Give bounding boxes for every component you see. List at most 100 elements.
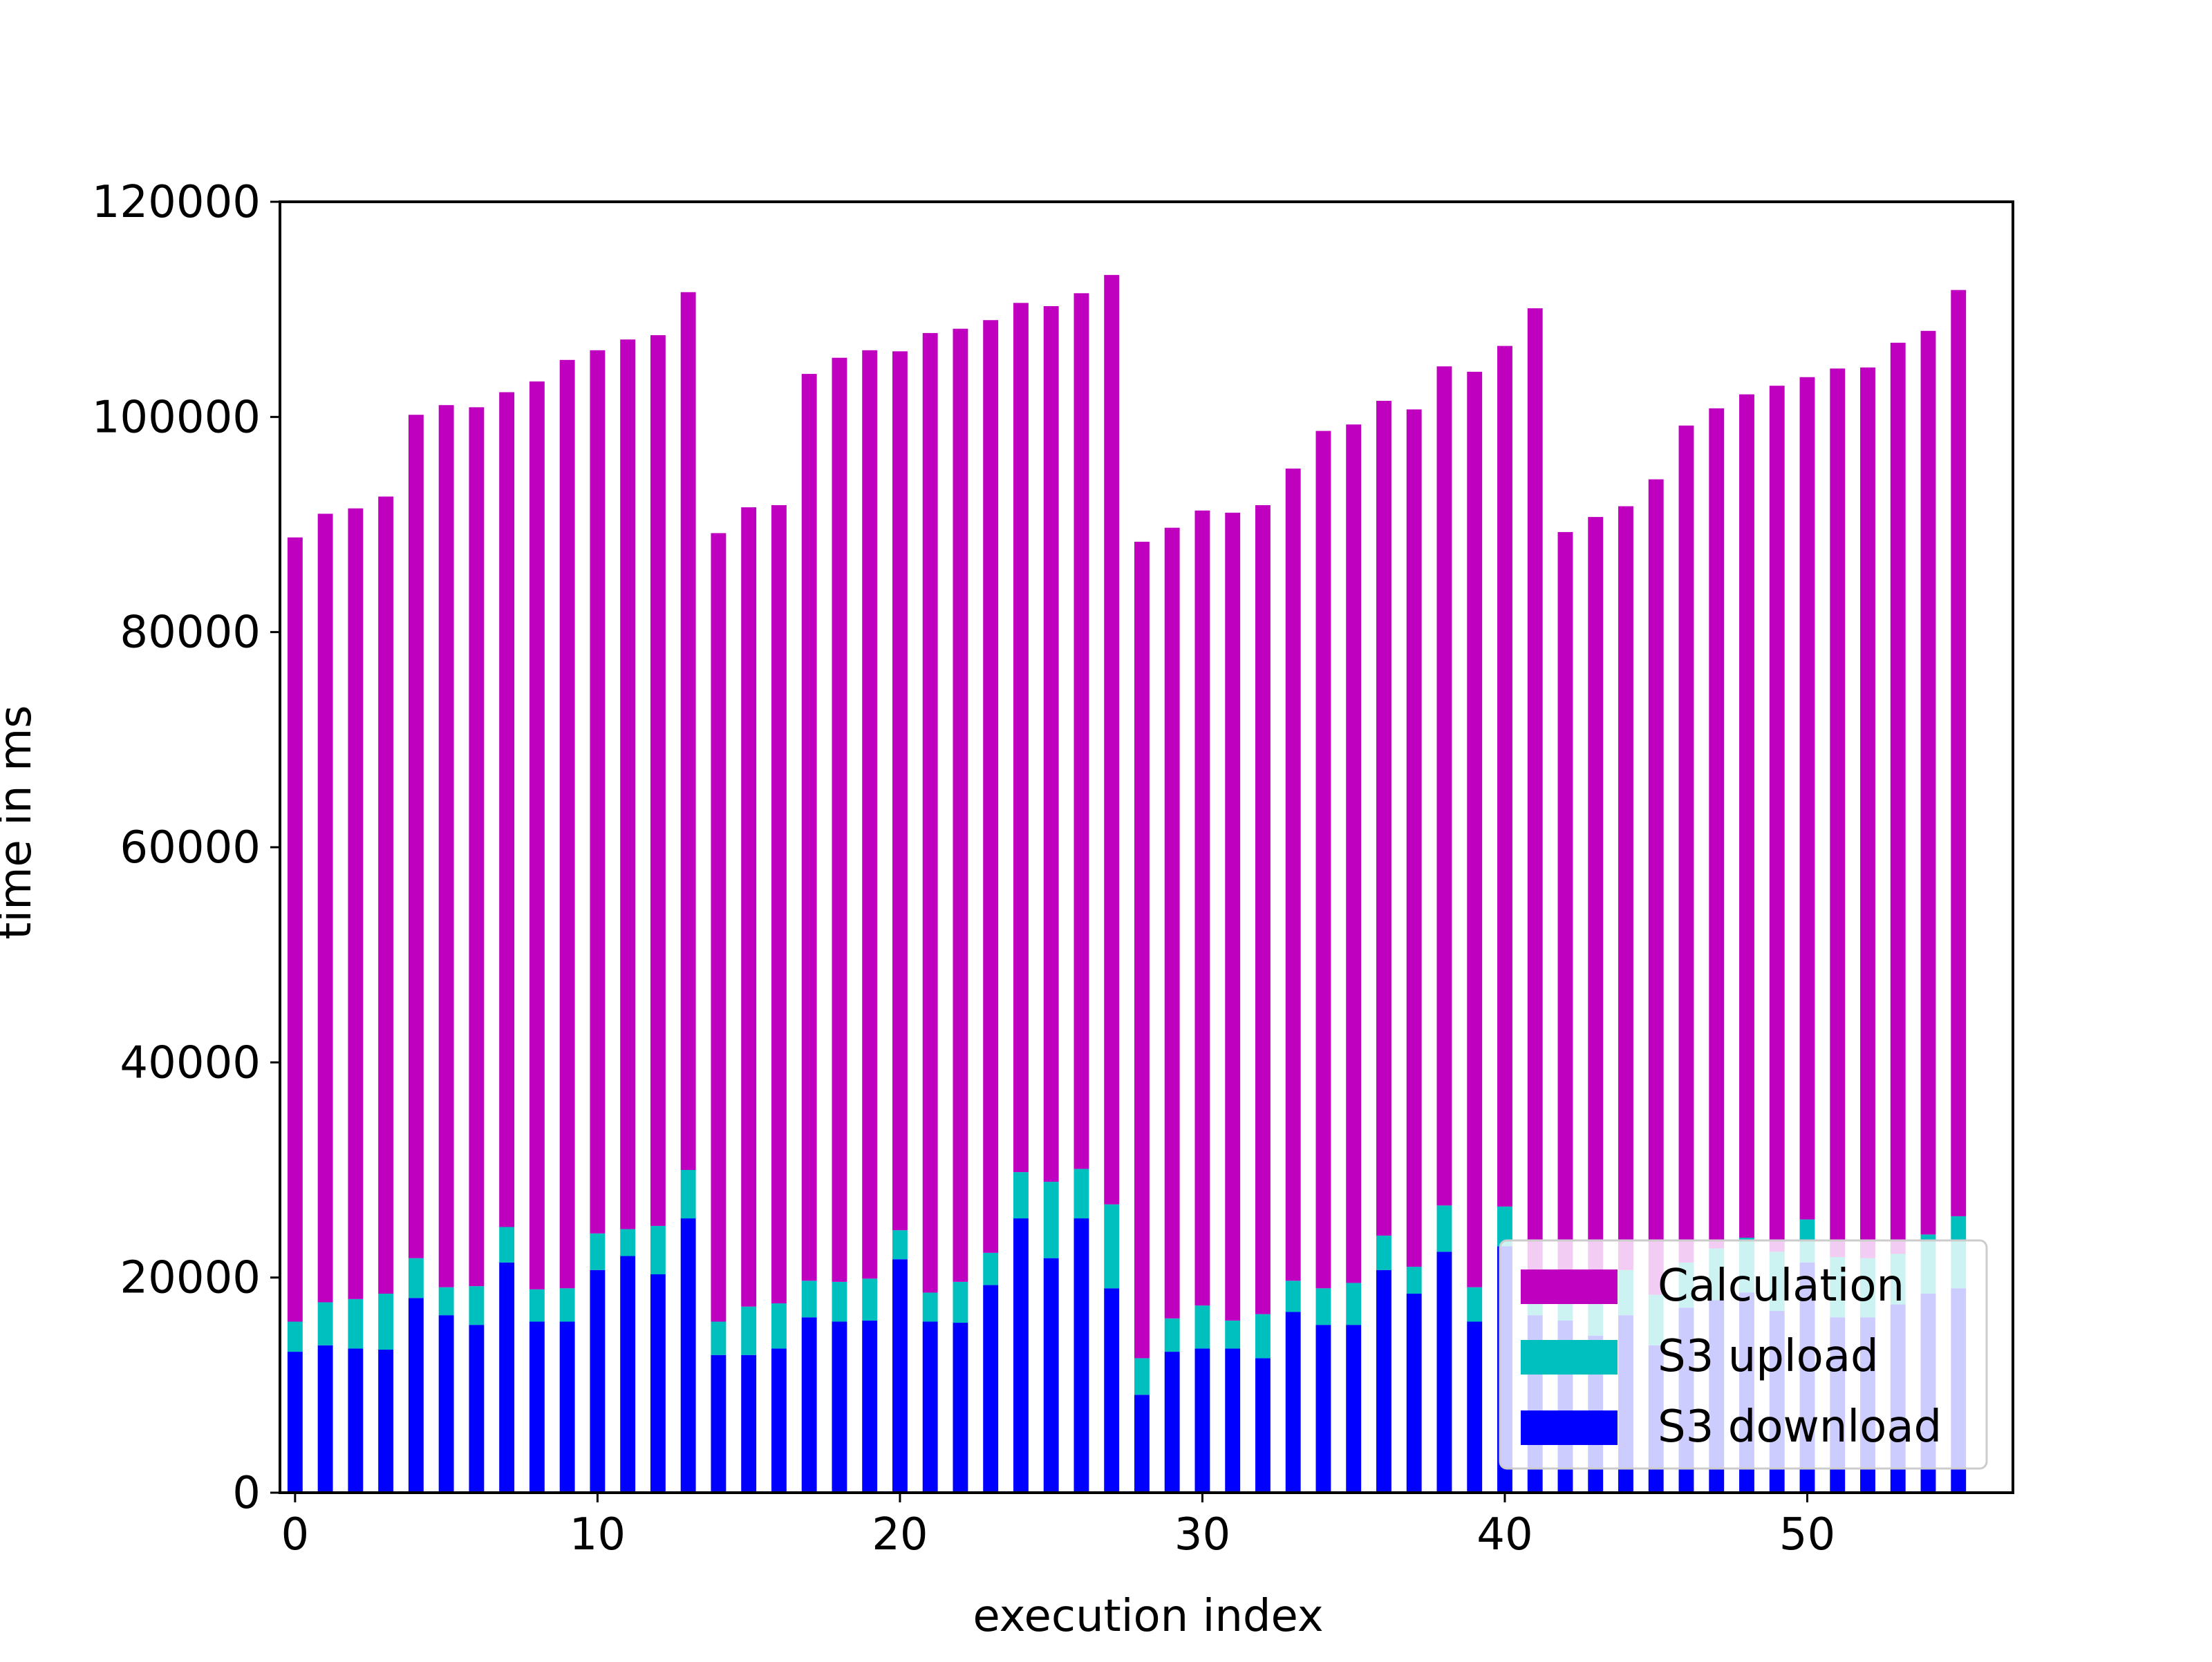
bar-calculation-48 <box>1739 394 1754 1238</box>
bar-s3-download-1 <box>317 1345 333 1493</box>
x-tick-label: 10 <box>570 1509 626 1560</box>
bar-calculation-26 <box>1074 293 1089 1169</box>
bar-s3-upload-22 <box>953 1281 968 1323</box>
bar-calculation-31 <box>1225 512 1241 1321</box>
bar-calculation-24 <box>1013 303 1029 1173</box>
bar-calculation-11 <box>620 339 636 1229</box>
axes-layer: 0 10 20 30 40 50 0 20000 40000 60000 80000 100000 12… <box>92 177 2014 1560</box>
bar-calculation-12 <box>650 335 666 1226</box>
bar-s3-download-0 <box>287 1352 303 1493</box>
bar-calculation-21 <box>922 332 938 1293</box>
bar-s3-download-3 <box>378 1349 394 1493</box>
y-tick-label: 120000 <box>92 177 261 228</box>
bar-calculation-19 <box>862 350 878 1279</box>
bar-s3-download-7 <box>499 1262 515 1493</box>
bar-s3-download-33 <box>1285 1312 1301 1493</box>
bar-s3-download-8 <box>529 1321 545 1493</box>
bar-s3-upload-9 <box>559 1288 575 1322</box>
bar-calculation-52 <box>1860 367 1875 1258</box>
bar-s3-upload-28 <box>1134 1358 1150 1395</box>
bar-calculation-29 <box>1164 527 1180 1319</box>
bar-calculation-22 <box>953 328 968 1282</box>
bar-calculation-49 <box>1769 386 1785 1252</box>
x-tick-label: 20 <box>872 1509 928 1560</box>
bar-s3-upload-10 <box>590 1233 606 1270</box>
bar-s3-download-26 <box>1074 1218 1089 1493</box>
bar-s3-upload-14 <box>711 1321 727 1355</box>
bar-calculation-34 <box>1315 431 1331 1289</box>
bar-calculation-17 <box>801 374 817 1281</box>
bar-s3-download-37 <box>1406 1294 1422 1493</box>
bar-s3-download-38 <box>1436 1252 1452 1493</box>
bar-s3-upload-32 <box>1255 1314 1271 1359</box>
y-tick-label: 80000 <box>120 607 261 659</box>
bar-s3-download-18 <box>832 1321 847 1493</box>
bar-s3-upload-2 <box>348 1299 364 1349</box>
bar-calculation-37 <box>1406 409 1422 1267</box>
legend-box <box>1499 1239 1988 1470</box>
bar-s3-download-14 <box>711 1354 727 1493</box>
bar-calculation-10 <box>590 350 606 1234</box>
bar-calculation-0 <box>287 537 303 1322</box>
bar-s3-upload-4 <box>408 1258 424 1299</box>
bar-calculation-33 <box>1285 469 1301 1281</box>
bar-s3-upload-37 <box>1406 1267 1422 1294</box>
bar-calculation-51 <box>1830 368 1846 1258</box>
bar-calculation-35 <box>1346 424 1362 1283</box>
y-tick-label: 40000 <box>120 1037 261 1088</box>
bar-s3-download-30 <box>1194 1348 1210 1493</box>
bar-s3-upload-40 <box>1497 1206 1512 1247</box>
bar-s3-upload-19 <box>862 1278 878 1321</box>
bar-calculation-25 <box>1043 305 1059 1182</box>
bar-s3-upload-26 <box>1074 1169 1089 1219</box>
bar-s3-upload-6 <box>469 1286 485 1325</box>
legend-swatch-s3-upload <box>1521 1340 1618 1375</box>
bar-s3-download-29 <box>1164 1352 1180 1493</box>
bar-calculation-27 <box>1104 274 1120 1205</box>
legend-label-calculation: Calculation <box>1658 1260 1904 1312</box>
bar-s3-upload-11 <box>620 1229 636 1256</box>
bar-calculation-55 <box>1951 290 1967 1216</box>
bar-calculation-42 <box>1557 531 1573 1278</box>
bar-calculation-44 <box>1618 506 1633 1270</box>
bar-calculation-50 <box>1799 377 1815 1220</box>
bar-s3-upload-17 <box>801 1281 817 1318</box>
bar-s3-download-9 <box>559 1321 575 1493</box>
bar-s3-upload-30 <box>1194 1305 1210 1349</box>
bar-s3-download-12 <box>650 1274 666 1493</box>
bar-s3-upload-25 <box>1043 1182 1059 1258</box>
x-tick-label: 30 <box>1174 1509 1230 1560</box>
y-tick-label: 0 <box>232 1468 261 1519</box>
bar-calculation-8 <box>529 381 545 1290</box>
bar-calculation-41 <box>1527 308 1543 1274</box>
bar-calculation-14 <box>711 533 727 1322</box>
bar-calculation-45 <box>1648 479 1664 1295</box>
bar-s3-upload-16 <box>771 1303 787 1349</box>
bar-s3-upload-29 <box>1164 1318 1180 1352</box>
bar-calculation-36 <box>1376 400 1391 1236</box>
bar-s3-download-34 <box>1315 1325 1331 1493</box>
legend: Calculation S3 upload S3 download <box>1499 1239 1988 1470</box>
y-tick-label: 60000 <box>120 822 261 874</box>
y-axis-label: time in ms <box>0 705 41 939</box>
bar-calculation-2 <box>348 508 364 1299</box>
x-axis-label: execution index <box>973 1591 1323 1642</box>
bar-s3-download-25 <box>1043 1258 1059 1493</box>
bar-calculation-32 <box>1255 504 1271 1314</box>
bar-s3-upload-20 <box>892 1230 908 1260</box>
bar-s3-upload-15 <box>741 1306 757 1355</box>
bar-calculation-46 <box>1678 425 1694 1263</box>
bar-s3-download-28 <box>1134 1395 1150 1493</box>
bar-s3-upload-23 <box>983 1252 999 1285</box>
bar-s3-upload-33 <box>1285 1281 1301 1312</box>
bar-s3-download-20 <box>892 1259 908 1493</box>
bar-calculation-47 <box>1709 408 1725 1249</box>
bar-s3-upload-31 <box>1225 1320 1241 1349</box>
bar-s3-download-13 <box>680 1218 696 1493</box>
legend-swatch-s3-download <box>1521 1410 1618 1445</box>
bar-s3-upload-38 <box>1436 1205 1452 1252</box>
bar-calculation-6 <box>469 407 485 1287</box>
bar-s3-upload-13 <box>680 1170 696 1219</box>
